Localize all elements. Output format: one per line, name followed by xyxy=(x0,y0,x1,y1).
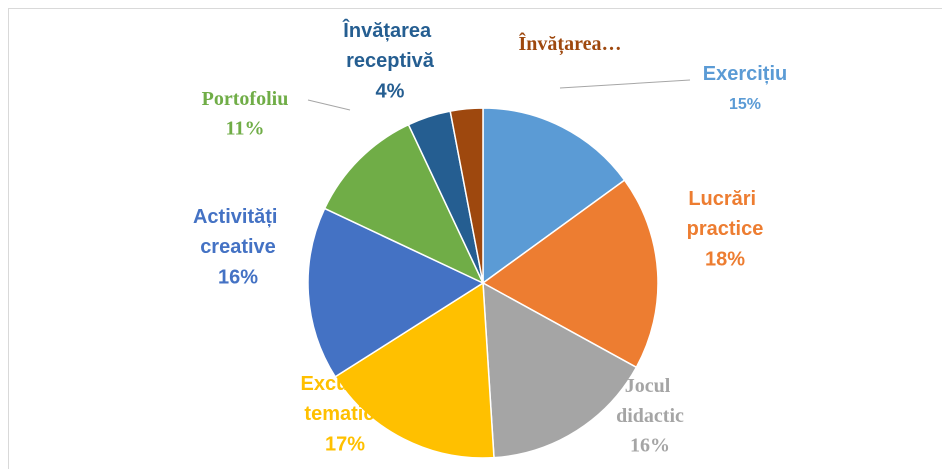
label-line: Învățarea… xyxy=(519,31,622,56)
data-label: Exercițiu xyxy=(703,63,787,85)
percent-label: 15% xyxy=(729,96,761,113)
leader-line xyxy=(307,99,351,111)
label-line: Învățarea xyxy=(342,18,436,42)
data-label: Învățarea receptivă xyxy=(342,18,436,72)
percent-label: 11% xyxy=(226,118,265,140)
percent-label: 16% xyxy=(630,435,670,457)
percent-label: 17% xyxy=(325,433,365,455)
pie-slice xyxy=(482,107,626,285)
data-label: Învățarea… xyxy=(519,31,622,56)
pie-slice xyxy=(482,281,638,459)
label-line: Activități xyxy=(193,206,283,228)
data-label: Excursia tematică xyxy=(301,373,390,425)
data-label: Activități creative xyxy=(193,206,283,258)
label-line: receptivă xyxy=(346,50,435,72)
pie-slice xyxy=(307,207,485,378)
leader-line xyxy=(559,79,691,89)
percent-label: 18% xyxy=(705,248,745,270)
pie-slice xyxy=(449,107,484,284)
label-line: Lucrări xyxy=(688,188,761,210)
pie-slice xyxy=(334,281,495,459)
label-line: didactic xyxy=(616,405,684,427)
label-line: Exercițiu xyxy=(703,63,787,85)
percent-label: 16% xyxy=(218,266,258,288)
label-line: creative xyxy=(200,236,276,258)
data-label: Jocul didactic xyxy=(616,375,684,427)
label-line: Excursia xyxy=(301,373,390,395)
label-line: Jocul xyxy=(625,375,676,397)
pie-slice xyxy=(323,123,485,285)
percent-label: 4% xyxy=(376,80,405,102)
data-label: Lucrări practice xyxy=(687,188,764,240)
label-line: Portofoliu xyxy=(202,88,289,110)
label-line: tematică xyxy=(304,403,386,425)
pie-slice xyxy=(481,179,659,369)
data-label: Portofoliu xyxy=(202,88,289,110)
label-line: practice xyxy=(687,218,764,240)
